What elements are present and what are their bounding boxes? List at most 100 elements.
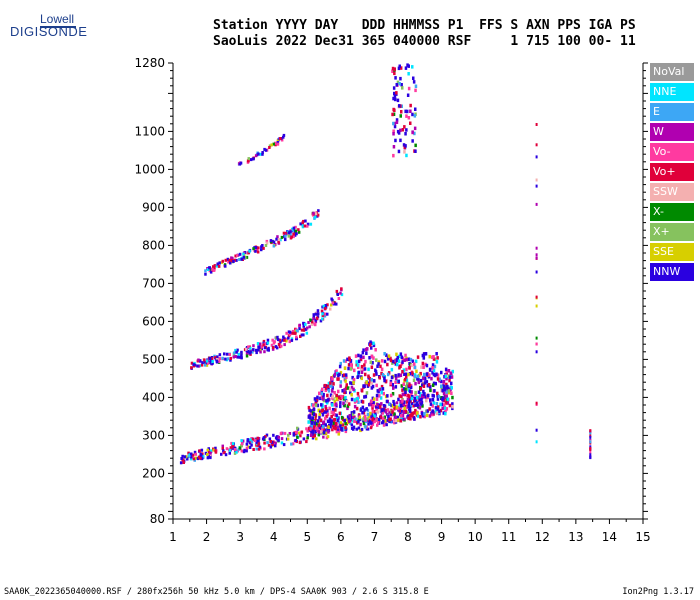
footer-version: Ion2Png 1.3.17 <box>622 587 694 597</box>
data-point <box>386 408 390 412</box>
data-point <box>206 448 209 452</box>
data-point <box>307 426 311 431</box>
data-point <box>311 411 314 416</box>
data-point <box>354 354 358 358</box>
data-point <box>589 453 592 457</box>
data-point <box>401 86 404 90</box>
data-point <box>222 449 225 453</box>
data-point <box>416 401 419 405</box>
data-point <box>263 447 266 451</box>
data-point <box>394 418 398 423</box>
header-field-names: Station YYYY DAY DDD HHMMSS P1 FFS S AXN… <box>213 18 636 33</box>
data-point <box>320 409 323 413</box>
data-point <box>411 413 414 418</box>
data-point <box>295 335 298 339</box>
data-point <box>282 135 285 139</box>
data-point <box>419 387 423 391</box>
data-point <box>207 361 210 365</box>
data-point <box>335 393 338 398</box>
data-point <box>308 416 312 420</box>
data-point <box>359 357 363 362</box>
data-point <box>337 389 340 394</box>
data-point <box>203 363 207 367</box>
data-point <box>331 376 334 381</box>
data-point <box>404 109 407 114</box>
data-point <box>239 161 243 165</box>
data-point <box>382 420 385 424</box>
data-point <box>312 317 315 321</box>
data-point <box>324 407 328 411</box>
data-point <box>331 301 335 305</box>
data-point <box>331 386 334 390</box>
data-point <box>419 415 422 419</box>
data-point <box>228 258 231 262</box>
data-point <box>236 348 239 352</box>
data-point <box>266 348 270 352</box>
data-point <box>336 425 340 430</box>
x-tick-label: 2 <box>203 530 211 544</box>
data-point <box>331 403 334 407</box>
data-point <box>297 228 300 232</box>
data-point <box>276 142 280 146</box>
data-point <box>355 406 359 411</box>
data-point <box>311 416 314 420</box>
data-point <box>390 404 393 408</box>
data-point <box>405 381 409 385</box>
data-point <box>346 404 350 408</box>
data-point <box>238 252 242 256</box>
data-point <box>408 395 411 399</box>
data-point <box>218 261 221 265</box>
data-point <box>320 389 324 394</box>
data-point <box>300 333 304 337</box>
data-point <box>396 80 400 85</box>
data-point <box>379 405 382 409</box>
data-point <box>370 418 373 422</box>
data-point <box>313 397 317 401</box>
data-point <box>423 412 426 416</box>
data-point <box>289 234 292 238</box>
data-point <box>381 411 384 415</box>
data-point <box>369 379 372 384</box>
data-point <box>232 355 235 359</box>
data-point <box>364 372 367 377</box>
data-point <box>331 428 334 432</box>
data-point <box>344 395 347 400</box>
data-point <box>391 112 394 117</box>
data-point <box>442 379 446 384</box>
data-point <box>309 427 313 431</box>
data-point <box>330 414 333 419</box>
data-point <box>220 452 223 456</box>
data-point <box>230 441 233 445</box>
data-point <box>398 82 401 86</box>
data-point <box>399 419 403 423</box>
data-point <box>346 406 349 411</box>
data-point <box>305 427 308 431</box>
data-point <box>335 402 338 406</box>
data-point <box>420 398 423 402</box>
data-point <box>422 384 426 388</box>
data-point <box>437 405 440 409</box>
data-point <box>391 69 394 73</box>
data-point <box>438 409 441 414</box>
data-point <box>360 376 363 381</box>
data-point <box>422 394 426 399</box>
data-point <box>369 340 372 344</box>
data-point <box>336 293 339 296</box>
y-tick-label: 1000 <box>134 162 165 176</box>
data-point <box>336 377 339 381</box>
data-point <box>277 240 280 244</box>
data-point <box>217 360 221 363</box>
data-point <box>341 389 344 393</box>
data-point <box>407 416 410 421</box>
data-point <box>380 408 384 413</box>
data-point <box>332 407 335 412</box>
data-point <box>378 394 381 398</box>
data-point <box>314 416 317 421</box>
data-point <box>300 430 304 434</box>
data-point <box>390 375 394 379</box>
data-point <box>182 458 185 462</box>
data-point <box>392 112 396 116</box>
data-point <box>348 419 351 424</box>
data-point <box>213 266 216 270</box>
data-point <box>264 148 268 152</box>
